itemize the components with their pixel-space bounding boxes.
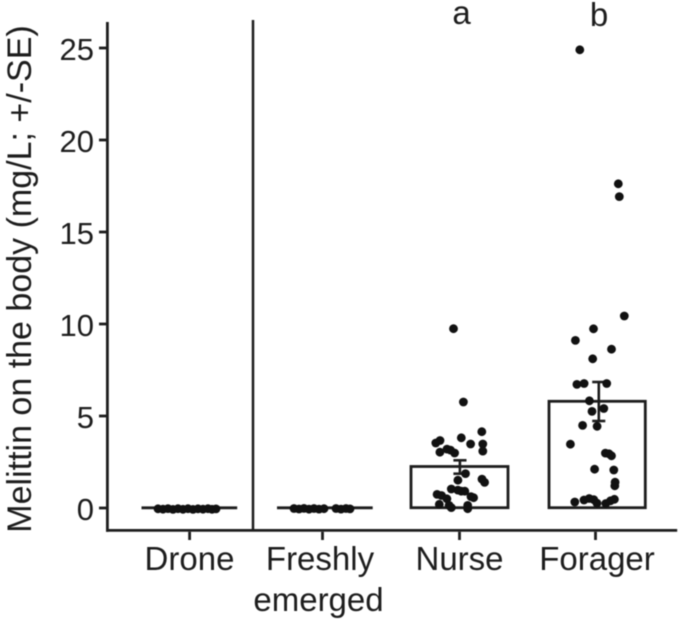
svg-text:Freshly: Freshly	[266, 540, 375, 577]
svg-text:Melittin on the body (mg/L; +/: Melittin on the body (mg/L; +/-SE)	[1, 25, 39, 532]
svg-text:Nurse: Nurse	[415, 540, 503, 577]
svg-text:5: 5	[77, 400, 94, 435]
svg-text:a: a	[452, 0, 471, 31]
svg-text:0: 0	[77, 492, 94, 527]
svg-text:25: 25	[60, 32, 94, 67]
svg-text:Drone: Drone	[145, 540, 235, 577]
svg-text:b: b	[590, 0, 608, 33]
svg-text:10: 10	[60, 308, 94, 343]
svg-text:emerged: emerged	[253, 581, 383, 618]
svg-text:15: 15	[60, 216, 94, 251]
svg-text:Forager: Forager	[539, 540, 655, 577]
svg-text:20: 20	[60, 124, 94, 159]
